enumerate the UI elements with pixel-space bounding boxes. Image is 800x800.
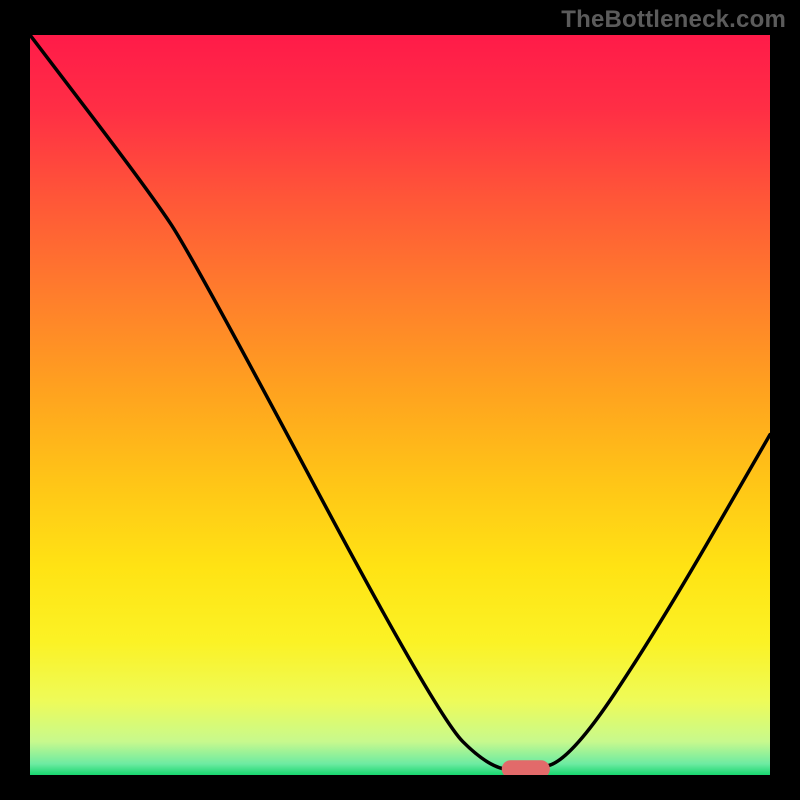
optimal-marker: [502, 760, 550, 775]
chart-svg: [30, 35, 770, 775]
watermark-text: TheBottleneck.com: [561, 6, 786, 34]
bottleneck-chart: [30, 35, 770, 775]
outer-frame: TheBottleneck.com: [0, 0, 800, 800]
chart-background: [30, 35, 770, 775]
